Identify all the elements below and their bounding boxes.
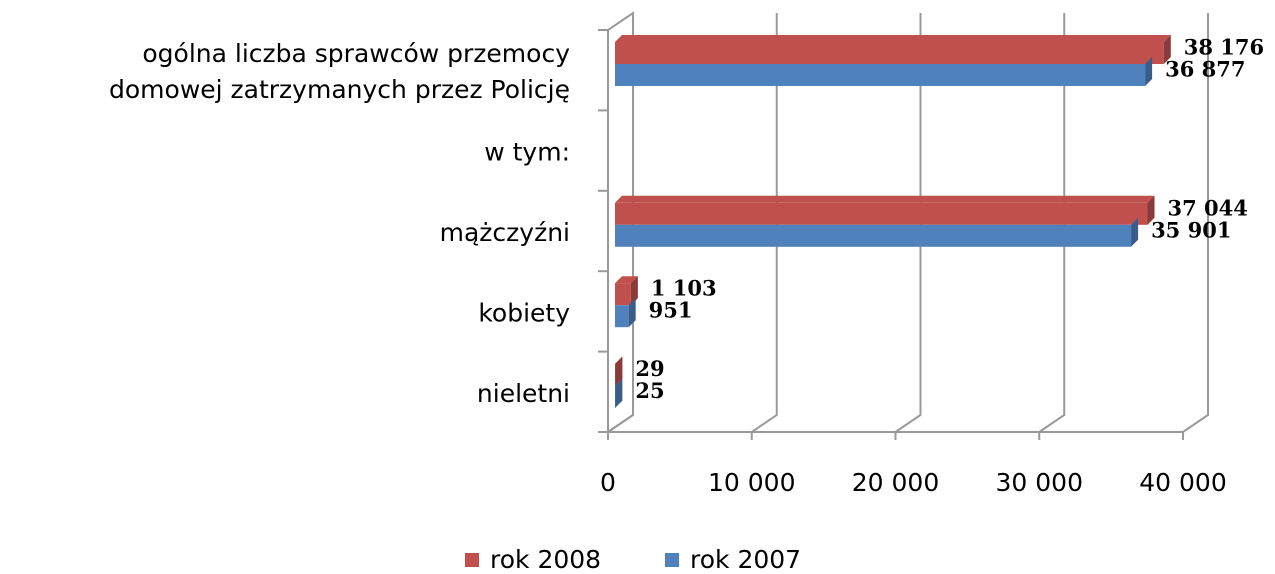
bar-face — [615, 356, 623, 364]
y-tick-label: w tym: — [484, 138, 570, 167]
x-tick-label: 30 000 — [996, 468, 1083, 497]
grid-line — [1038, 13, 1066, 433]
grid-line — [607, 13, 634, 433]
bar — [615, 276, 638, 306]
grid-line — [751, 13, 778, 433]
value-label: 951 — [649, 298, 693, 323]
bar — [615, 378, 623, 408]
bar — [615, 217, 1139, 247]
bar-face — [615, 64, 1146, 86]
y-tick-label: ogólna liczba sprawców przemocy — [142, 39, 570, 68]
bar-face — [615, 35, 1171, 42]
bar-face — [628, 298, 636, 328]
x-tick-label: 40 000 — [1139, 468, 1226, 497]
value-label: 25 — [635, 378, 664, 403]
x-tick-label: 20 000 — [852, 468, 939, 497]
bar-face — [615, 276, 638, 284]
bar — [615, 195, 1155, 225]
bar-face — [630, 276, 638, 306]
bar-face — [615, 283, 631, 306]
bar-face — [1163, 35, 1171, 64]
bar-face — [615, 224, 1132, 247]
x-tick-label: 0 — [600, 468, 616, 497]
bar-face — [615, 42, 1164, 64]
legend-swatch — [665, 553, 679, 567]
legend-label: rok 2008 — [490, 545, 601, 574]
bar — [615, 57, 1153, 86]
legend-label: rok 2007 — [690, 545, 801, 574]
bar-face — [1147, 195, 1155, 225]
bar-face — [1131, 217, 1139, 247]
bar — [615, 356, 623, 386]
bar-face — [1145, 57, 1153, 86]
bar-face — [615, 202, 1148, 225]
bar-face — [615, 305, 629, 328]
y-tick-label: kobiety — [478, 298, 570, 327]
x-tick-label: 10 000 — [708, 468, 795, 497]
value-label: 1 103 — [651, 276, 717, 301]
value-label: 38 176 — [1184, 35, 1264, 60]
y-tick-label: nieletni — [477, 379, 570, 408]
y-tick-label: domowej zatrzymanych przez Policję — [109, 75, 570, 104]
value-label: 35 901 — [1151, 217, 1231, 242]
bar — [615, 298, 636, 328]
bar-face — [615, 195, 1155, 203]
bar — [615, 35, 1171, 64]
value-label: 37 044 — [1168, 195, 1248, 220]
bar-face — [615, 378, 623, 408]
y-tick-label: mążczyźni — [440, 218, 570, 247]
legend-swatch — [465, 553, 479, 567]
value-label: 36 877 — [1165, 57, 1245, 82]
value-label: 29 — [635, 356, 664, 381]
grid-line — [1182, 13, 1209, 433]
grid-line — [894, 13, 922, 433]
bar-face — [615, 356, 623, 386]
